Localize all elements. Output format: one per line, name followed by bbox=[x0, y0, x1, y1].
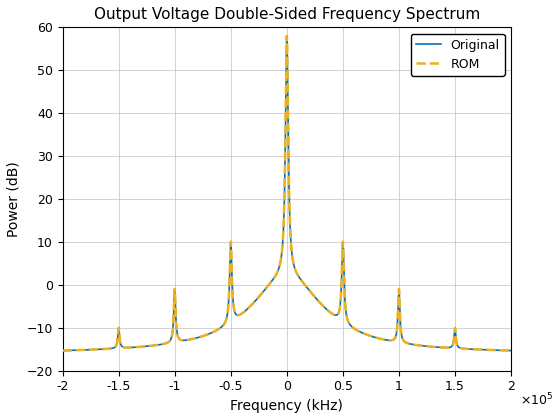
Line: Original: Original bbox=[63, 36, 511, 351]
ROM bbox=[347, 323, 354, 328]
Original bbox=[380, 337, 387, 342]
ROM bbox=[283, 33, 290, 38]
Original bbox=[508, 348, 515, 353]
Original bbox=[330, 312, 337, 317]
ROM bbox=[272, 274, 278, 279]
ROM bbox=[508, 348, 515, 353]
Original bbox=[347, 323, 354, 328]
Original bbox=[272, 274, 278, 279]
Line: ROM: ROM bbox=[63, 36, 511, 351]
ROM bbox=[479, 347, 486, 352]
X-axis label: Frequency (kHz): Frequency (kHz) bbox=[230, 399, 343, 413]
Original bbox=[479, 347, 486, 352]
ROM bbox=[59, 348, 66, 353]
Y-axis label: Power (dB): Power (dB) bbox=[7, 161, 21, 237]
Legend: Original, ROM: Original, ROM bbox=[410, 34, 505, 76]
Original bbox=[59, 348, 66, 353]
ROM bbox=[171, 291, 178, 297]
ROM bbox=[380, 337, 387, 342]
Title: Output Voltage Double-Sided Frequency Spectrum: Output Voltage Double-Sided Frequency Sp… bbox=[94, 7, 480, 22]
Original bbox=[283, 33, 290, 38]
Text: $\times10^5$: $\times10^5$ bbox=[520, 391, 553, 408]
ROM bbox=[330, 312, 337, 317]
Original bbox=[171, 291, 178, 297]
